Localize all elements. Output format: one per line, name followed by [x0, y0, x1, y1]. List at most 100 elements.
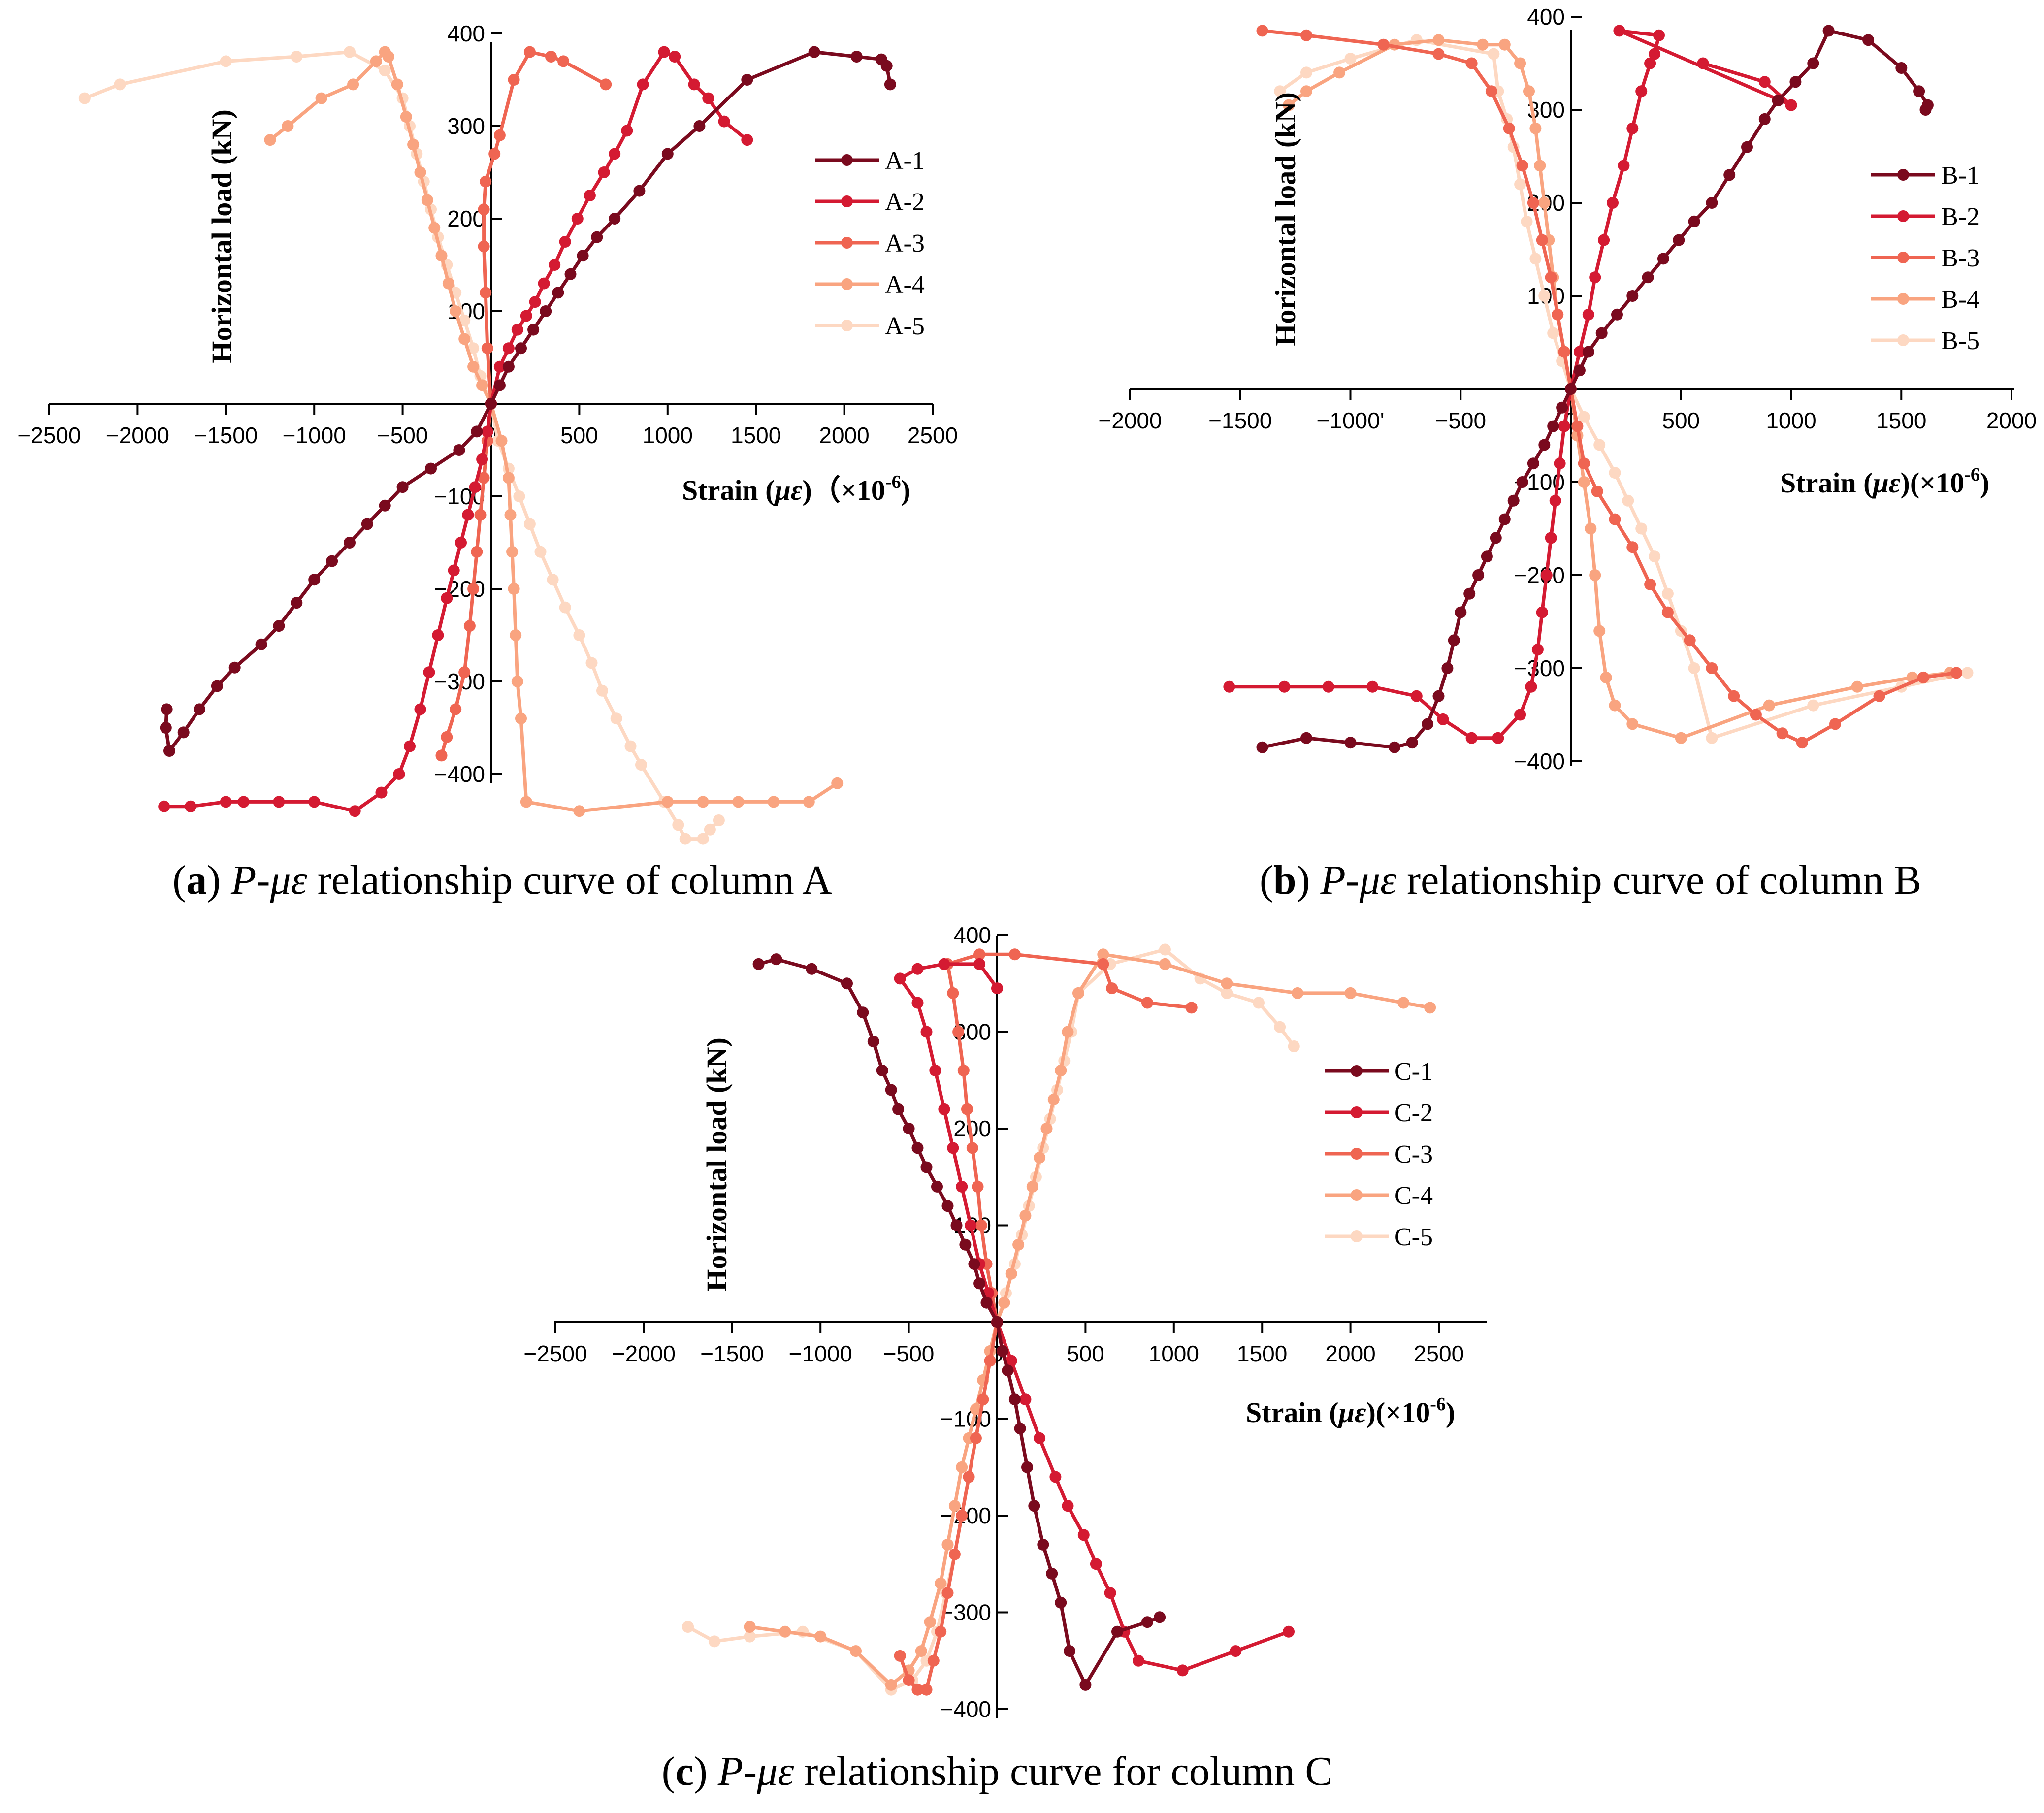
data-point-b-3 — [1503, 122, 1515, 134]
data-point-b-1 — [1789, 76, 1802, 88]
series-line-a-1-pos — [489, 50, 892, 405]
legend-label-a-4: A-4 — [885, 271, 925, 299]
y-axis-title-c: Horizontal load (kN) — [701, 1037, 733, 1292]
data-point-a-2 — [549, 259, 561, 271]
data-point-b-4 — [1578, 476, 1590, 488]
data-point-c-2 — [1133, 1654, 1144, 1667]
data-point-a-1 — [344, 537, 356, 549]
data-point-c-2 — [1005, 1355, 1017, 1367]
data-point-b-2 — [1613, 25, 1625, 37]
data-point-b-1 — [1256, 741, 1268, 753]
data-point-a-5 — [379, 65, 391, 77]
data-point-b-2 — [1223, 680, 1235, 693]
data-point-c-4 — [814, 1630, 827, 1643]
x-axis-title-part: （×10 — [812, 474, 885, 506]
data-point-c-3 — [973, 948, 986, 961]
data-point-a-1 — [177, 726, 190, 739]
data-point-a-3 — [478, 203, 490, 216]
data-point-a-5 — [513, 490, 525, 502]
data-point-a-5 — [713, 814, 725, 826]
data-point-c-3 — [920, 1684, 933, 1696]
data-point-a-5 — [344, 46, 356, 58]
data-point-b-5 — [1688, 662, 1700, 674]
data-point-a-1 — [396, 481, 409, 493]
data-point-c-4 — [1159, 958, 1171, 970]
data-point-b-3 — [1256, 25, 1268, 37]
x-axis-title-part: Strain ( — [1246, 1396, 1339, 1428]
chart-b: −2000 −1500 −1000' −500 0 500 1000 1500 2000−400… — [1098, 4, 2037, 903]
x-tick-label-b: 1000 — [1766, 408, 1816, 433]
data-point-b-1 — [1611, 308, 1623, 321]
data-point-c-3 — [970, 1432, 982, 1444]
series-line-b-4-neg — [1569, 388, 1950, 740]
data-point-c-4 — [1072, 987, 1084, 999]
data-point-b-2 — [1649, 48, 1661, 60]
data-point-b-2 — [1536, 606, 1548, 618]
data-point-a-4 — [458, 333, 471, 345]
data-point-a-4 — [414, 166, 426, 178]
x-axis-title-b: Strain (με)(×10-6) — [1780, 464, 1989, 499]
caption-part: c — [676, 1748, 694, 1794]
data-point-c-4 — [1040, 1123, 1053, 1134]
data-point-c-4 — [1424, 1002, 1436, 1014]
chart-a: −2500−2000−1500−1000−5000500100015002000… — [17, 21, 958, 903]
series-line-a-2-pos — [489, 50, 748, 404]
caption-part: P-με — [717, 1748, 794, 1794]
data-point-a-4 — [520, 796, 532, 808]
series-line-c-4-pos — [995, 952, 1430, 1323]
data-point-a-5 — [291, 51, 303, 63]
data-point-c-4 — [1055, 1065, 1067, 1077]
y-tick-label-a: 400 — [447, 21, 485, 46]
legend-label-a-1: A-1 — [885, 147, 925, 175]
x-tick-label-c: 1500 — [1237, 1341, 1287, 1366]
data-point-a-5 — [547, 574, 559, 586]
data-point-b-1 — [1807, 57, 1819, 69]
data-point-a-2 — [621, 125, 633, 137]
caption-part: P-με — [1320, 857, 1397, 903]
series-line-c-2-neg — [995, 1321, 1290, 1672]
data-point-c-3 — [935, 1625, 947, 1638]
data-point-c-4 — [1005, 1267, 1017, 1280]
data-point-b-4 — [1585, 522, 1597, 535]
data-point-a-4 — [732, 796, 745, 808]
data-point-b-1 — [1481, 550, 1493, 563]
data-point-a-5 — [624, 740, 637, 752]
data-point-c-3 — [966, 1142, 978, 1154]
data-point-a-1 — [515, 342, 527, 355]
data-point-a-2 — [237, 796, 250, 808]
data-point-a-4 — [803, 796, 815, 808]
data-point-b-4 — [1538, 197, 1551, 209]
data-point-a-2 — [432, 629, 444, 641]
data-point-a-1 — [693, 120, 706, 132]
data-point-a-5 — [573, 629, 585, 641]
data-point-b-4 — [1283, 99, 1295, 111]
data-point-a-2 — [529, 296, 541, 308]
data-point-a-5 — [114, 78, 126, 91]
x-axis-title-part: )(×10 — [1901, 467, 1965, 499]
caption-part: ( — [1260, 857, 1273, 903]
data-point-b-4 — [1333, 66, 1346, 79]
data-point-b-1 — [1688, 215, 1700, 227]
data-point-c-4 — [850, 1645, 862, 1657]
data-point-a-2 — [584, 190, 596, 201]
data-point-c-4 — [1221, 977, 1233, 990]
data-point-c-3 — [957, 1065, 970, 1077]
data-point-c-1 — [991, 1316, 1003, 1328]
data-point-a-4 — [421, 194, 433, 206]
data-point-c-3 — [911, 1684, 924, 1696]
x-axis-title-part: με — [1337, 1396, 1366, 1428]
data-point-b-5 — [1593, 439, 1606, 451]
data-point-c-1 — [1154, 1611, 1166, 1623]
data-point-a-2 — [393, 768, 405, 780]
data-point-c-4 — [1292, 987, 1303, 999]
data-point-c-1 — [980, 1296, 993, 1309]
data-point-a-2 — [455, 537, 467, 549]
data-point-a-3 — [463, 620, 476, 632]
data-point-a-5 — [610, 712, 622, 725]
data-point-b-3 — [1829, 718, 1841, 730]
data-point-c-3 — [1097, 958, 1109, 970]
data-point-b-5 — [1274, 85, 1286, 97]
series-line-b-1-neg — [1262, 388, 1573, 749]
data-point-c-1 — [959, 1238, 972, 1251]
